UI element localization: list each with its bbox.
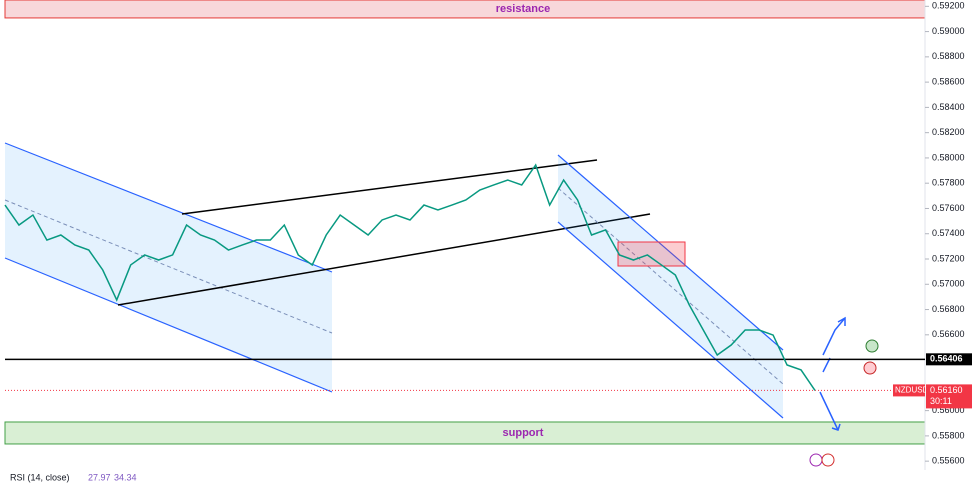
y-tick-label: 0.59200 [932,1,965,11]
channel-mid [557,187,784,385]
sell-marker [863,361,877,375]
y-tick-label: 0.57400 [932,228,965,238]
zone-label: support [503,427,544,439]
projection-arrows [819,316,846,431]
symbol-tag [893,384,925,397]
price-line-series [4,163,816,391]
channel-line [557,221,784,419]
buy-marker [865,339,879,353]
price-tag [926,384,972,409]
event-icon [809,453,823,467]
timer-label: 30:11 [930,396,952,406]
channel-line [4,142,333,273]
zone [4,0,926,19]
channel-mid [4,199,333,334]
y-tick-label: 0.56600 [932,329,965,339]
indicator-value: 34.34 [114,472,137,482]
y-tick-label: 0.58000 [932,152,965,162]
y-tick-label: 0.58800 [932,51,965,61]
trend-line [117,213,651,306]
zone-label: resistance [496,3,550,15]
indicator-name: RSI (14, close) [10,472,70,482]
y-tick-label: 0.55600 [932,456,965,466]
y-tick-label: 0.58200 [932,127,965,137]
indicator-value: 27.97 [88,472,111,482]
channel-fill [5,143,332,392]
y-tick-label: 0.58400 [932,102,965,112]
y-tick-label: 0.56800 [932,304,965,314]
y-tick-label: 0.57800 [932,178,965,188]
consolidation-box [617,241,686,267]
y-tick-label: 0.57600 [932,203,965,213]
event-icon [821,453,835,467]
channel-line [4,257,333,393]
zone [4,421,926,445]
y-tick-label: 0.57200 [932,253,965,263]
y-tick-label: 0.58600 [932,76,965,86]
y-tick-label: 0.56000 [932,405,965,415]
y-tick-label: 0.57000 [932,279,965,289]
y-tick-label: 0.59000 [932,26,965,36]
trend-line [181,159,598,215]
level-tag [926,353,972,366]
level-label: 0.56406 [930,354,963,364]
channel-line [557,154,784,351]
price-label: 0.56160 [930,385,963,395]
symbol-label: NZDUSD [895,386,929,395]
y-tick-label: 0.55800 [932,430,965,440]
